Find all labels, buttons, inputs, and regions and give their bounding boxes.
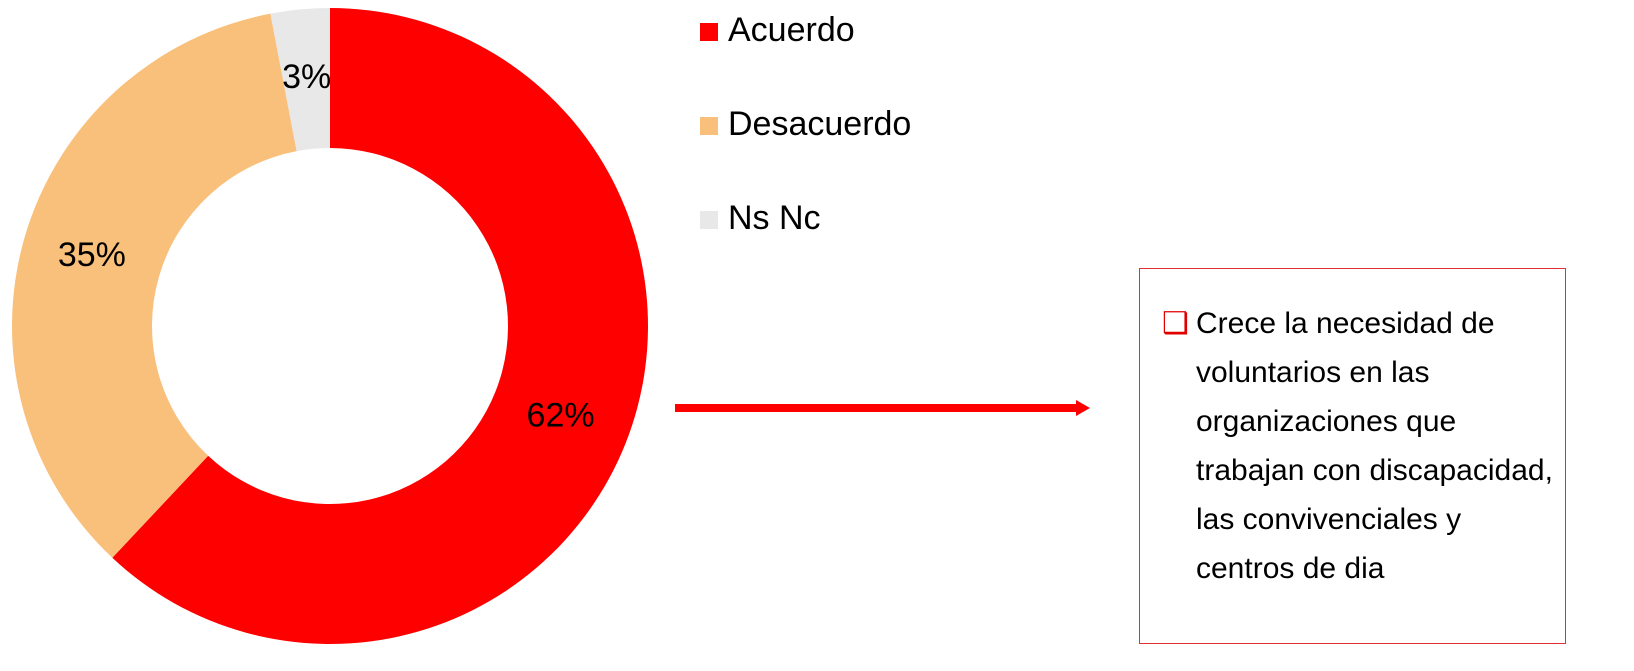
legend-label: Desacuerdo [728, 105, 911, 143]
slice [12, 13, 297, 558]
legend-swatch [700, 23, 718, 41]
legend-label: Ns Nc [728, 199, 821, 237]
legend-swatch [700, 117, 718, 135]
arrow-head [1076, 400, 1090, 416]
data-label: 35% [58, 236, 126, 274]
annotation-box: ❑ Crece la necesidad de voluntarios en l… [1139, 268, 1566, 644]
slice [112, 8, 649, 644]
legend-label: Acuerdo [728, 11, 855, 49]
annotation-wrap: ❑ Crece la necesidad de voluntarios en l… [1162, 299, 1555, 593]
data-label: 62% [527, 396, 595, 434]
bullet: ❑ [1162, 307, 1189, 340]
legend-swatch [700, 211, 718, 229]
annotation-text: Crece la necesidad de voluntarios en las… [1196, 307, 1553, 585]
data-label: 3% [282, 58, 331, 96]
slice [270, 7, 330, 152]
